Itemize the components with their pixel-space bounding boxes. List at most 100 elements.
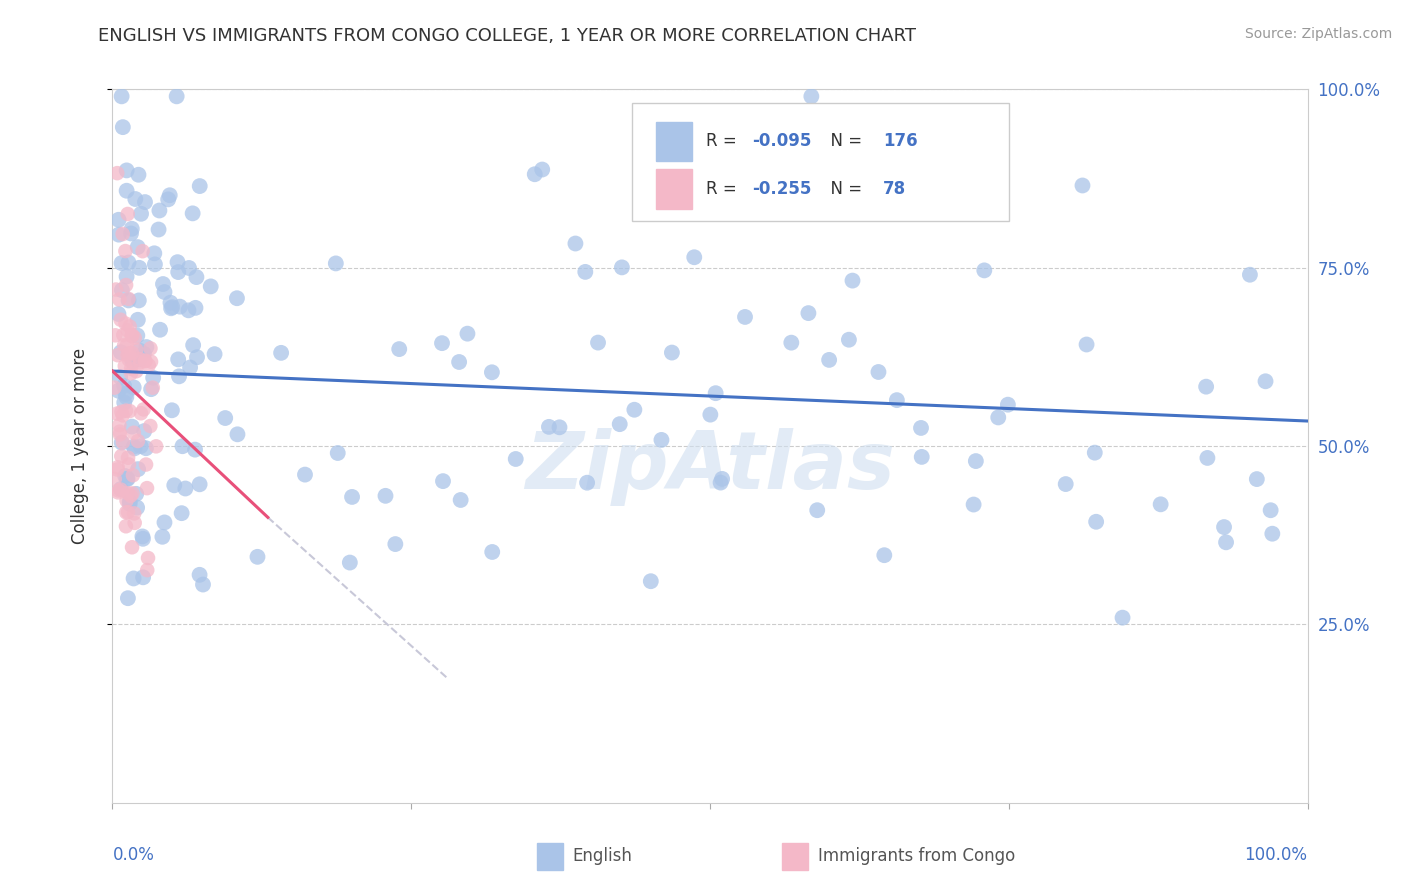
- Point: [623, 402, 645, 417]
- Point: [132, 347, 155, 361]
- Point: [125, 343, 148, 357]
- Point: [114, 359, 136, 373]
- Point: [817, 193, 839, 207]
- Point: [111, 435, 134, 450]
- Point: [270, 346, 292, 360]
- Point: [110, 449, 132, 463]
- Point: [105, 462, 128, 476]
- Point: [117, 293, 139, 308]
- Point: [117, 505, 139, 519]
- Point: [1254, 374, 1277, 388]
- Point: [576, 475, 599, 490]
- Point: [127, 434, 149, 448]
- Point: [117, 292, 139, 306]
- Point: [115, 390, 138, 404]
- Point: [481, 545, 503, 559]
- Point: [169, 300, 191, 314]
- Point: [131, 244, 153, 259]
- Point: [127, 328, 149, 343]
- Point: [1076, 337, 1098, 351]
- Point: [115, 403, 138, 417]
- Point: [104, 328, 127, 343]
- Point: [115, 505, 138, 519]
- Point: [841, 274, 863, 288]
- Point: [127, 462, 149, 476]
- Point: [188, 477, 211, 491]
- Point: [117, 207, 139, 221]
- Point: [111, 283, 134, 297]
- Point: [105, 166, 128, 180]
- Point: [1085, 515, 1108, 529]
- Point: [115, 269, 138, 284]
- Text: 176: 176: [883, 132, 918, 150]
- Point: [110, 345, 132, 359]
- Point: [1111, 610, 1133, 624]
- Point: [449, 355, 471, 369]
- Point: [325, 256, 347, 270]
- Point: [868, 365, 890, 379]
- Point: [121, 328, 143, 343]
- Point: [122, 507, 145, 521]
- Point: [117, 450, 139, 465]
- Point: [384, 537, 406, 551]
- Point: [226, 427, 249, 442]
- Point: [111, 227, 134, 241]
- Point: [118, 458, 141, 472]
- Point: [609, 417, 631, 432]
- Point: [139, 355, 162, 369]
- Point: [125, 364, 148, 378]
- Point: [117, 472, 139, 486]
- Point: [138, 359, 160, 373]
- Point: [108, 425, 131, 439]
- Text: -0.095: -0.095: [752, 132, 811, 150]
- Point: [838, 333, 860, 347]
- Point: [115, 338, 138, 352]
- Point: [121, 354, 143, 368]
- Point: [128, 343, 150, 358]
- Point: [135, 458, 157, 472]
- Point: [188, 179, 211, 194]
- Text: -0.255: -0.255: [752, 180, 811, 198]
- Point: [873, 548, 896, 562]
- Point: [1197, 450, 1219, 465]
- Point: [124, 442, 146, 456]
- Point: [117, 348, 139, 362]
- Point: [1246, 472, 1268, 486]
- Point: [107, 384, 129, 398]
- Point: [107, 307, 129, 321]
- Point: [118, 404, 141, 418]
- Point: [186, 270, 208, 285]
- Point: [118, 494, 141, 508]
- Point: [523, 167, 546, 181]
- Point: [191, 577, 214, 591]
- Point: [326, 446, 349, 460]
- Point: [997, 398, 1019, 412]
- Point: [564, 236, 586, 251]
- Point: [117, 255, 139, 269]
- Point: [214, 411, 236, 425]
- Point: [162, 300, 184, 314]
- Text: English: English: [572, 847, 633, 865]
- Point: [107, 483, 129, 498]
- Point: [1054, 477, 1077, 491]
- Point: [505, 452, 527, 467]
- Point: [294, 467, 316, 482]
- Point: [388, 342, 411, 356]
- Point: [531, 162, 554, 177]
- Point: [114, 469, 136, 483]
- Point: [111, 409, 134, 423]
- Point: [107, 212, 129, 227]
- Point: [204, 347, 226, 361]
- Point: [181, 338, 204, 352]
- Point: [115, 184, 138, 198]
- Point: [640, 574, 662, 589]
- Point: [734, 310, 756, 324]
- Point: [710, 475, 733, 490]
- Point: [124, 516, 146, 530]
- Point: [177, 260, 200, 275]
- Point: [127, 313, 149, 327]
- Point: [122, 468, 145, 483]
- Point: [782, 204, 804, 219]
- Point: [1260, 503, 1282, 517]
- Point: [112, 395, 135, 409]
